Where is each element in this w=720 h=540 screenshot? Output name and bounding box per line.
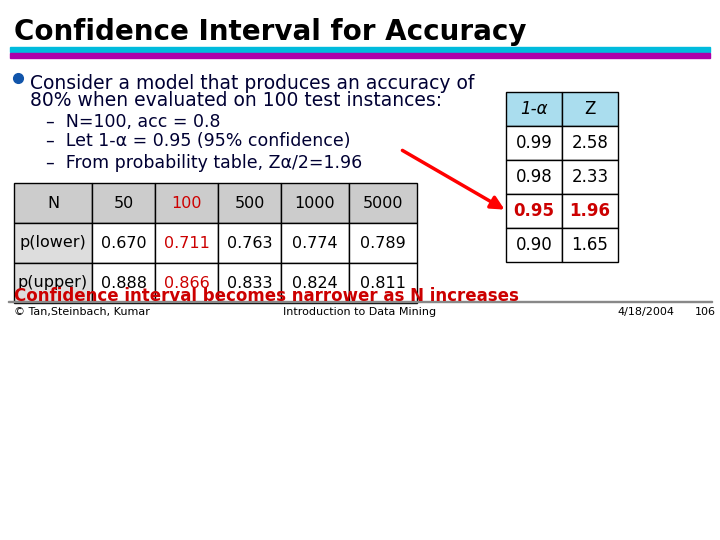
Text: N: N — [47, 195, 59, 211]
Bar — [562, 126, 618, 160]
Bar — [14, 263, 92, 303]
Bar — [506, 160, 562, 194]
Bar — [349, 263, 417, 303]
Text: 0.95: 0.95 — [513, 202, 554, 220]
Bar — [281, 263, 349, 303]
Text: 0.774: 0.774 — [292, 235, 338, 251]
Text: Confidence interval becomes narrower as N increases: Confidence interval becomes narrower as … — [14, 287, 519, 305]
Text: 1.96: 1.96 — [570, 202, 611, 220]
Bar — [281, 183, 349, 223]
Bar — [506, 194, 562, 228]
Text: –  From probability table, Zα/2=1.96: – From probability table, Zα/2=1.96 — [46, 154, 362, 172]
Text: 0.866: 0.866 — [163, 275, 210, 291]
Bar — [349, 183, 417, 223]
Text: Consider a model that produces an accuracy of: Consider a model that produces an accura… — [30, 74, 474, 93]
Text: 0.90: 0.90 — [516, 236, 552, 254]
Text: © Tan,Steinbach, Kumar: © Tan,Steinbach, Kumar — [14, 307, 150, 317]
Bar — [349, 223, 417, 263]
Text: 2.58: 2.58 — [572, 134, 608, 152]
Bar — [155, 183, 218, 223]
Text: 500: 500 — [234, 195, 265, 211]
Text: 2.33: 2.33 — [572, 168, 608, 186]
Text: 1-α: 1-α — [520, 100, 548, 118]
Text: 0.670: 0.670 — [101, 235, 146, 251]
Bar — [92, 183, 155, 223]
Bar — [8, 300, 712, 302]
Text: Z: Z — [585, 100, 595, 118]
Bar — [562, 160, 618, 194]
Text: Introduction to Data Mining: Introduction to Data Mining — [284, 307, 436, 317]
Bar — [14, 183, 92, 223]
Text: 0.99: 0.99 — [516, 134, 552, 152]
Bar — [506, 92, 562, 126]
Text: 5000: 5000 — [363, 195, 403, 211]
Bar — [155, 223, 218, 263]
Bar — [10, 47, 710, 52]
Text: –  Let 1-α = 0.95 (95% confidence): – Let 1-α = 0.95 (95% confidence) — [46, 132, 351, 150]
Bar — [218, 223, 281, 263]
Bar — [218, 183, 281, 223]
Bar — [562, 92, 618, 126]
Bar — [10, 53, 710, 58]
Text: 0.711: 0.711 — [163, 235, 210, 251]
Bar — [218, 263, 281, 303]
Text: 0.824: 0.824 — [292, 275, 338, 291]
Text: p(upper): p(upper) — [18, 275, 88, 291]
Bar — [155, 263, 218, 303]
Bar — [92, 263, 155, 303]
Bar — [92, 223, 155, 263]
Text: 0.763: 0.763 — [227, 235, 272, 251]
Text: 1.65: 1.65 — [572, 236, 608, 254]
Bar — [281, 223, 349, 263]
Text: 100: 100 — [171, 195, 202, 211]
Bar — [14, 223, 92, 263]
Text: 1000: 1000 — [294, 195, 336, 211]
Text: 0.811: 0.811 — [360, 275, 406, 291]
Bar — [562, 228, 618, 262]
Text: 106: 106 — [695, 307, 716, 317]
Text: 0.98: 0.98 — [516, 168, 552, 186]
Text: 80% when evaluated on 100 test instances:: 80% when evaluated on 100 test instances… — [30, 91, 442, 110]
Text: Confidence Interval for Accuracy: Confidence Interval for Accuracy — [14, 18, 526, 46]
Text: 50: 50 — [113, 195, 134, 211]
Text: 4/18/2004: 4/18/2004 — [617, 307, 674, 317]
Text: 0.888: 0.888 — [101, 275, 146, 291]
Bar — [506, 228, 562, 262]
Bar — [562, 194, 618, 228]
Text: 0.789: 0.789 — [360, 235, 406, 251]
Text: –  N=100, acc = 0.8: – N=100, acc = 0.8 — [46, 113, 220, 131]
Text: p(lower): p(lower) — [19, 235, 86, 251]
Text: 0.833: 0.833 — [227, 275, 272, 291]
Bar — [506, 126, 562, 160]
